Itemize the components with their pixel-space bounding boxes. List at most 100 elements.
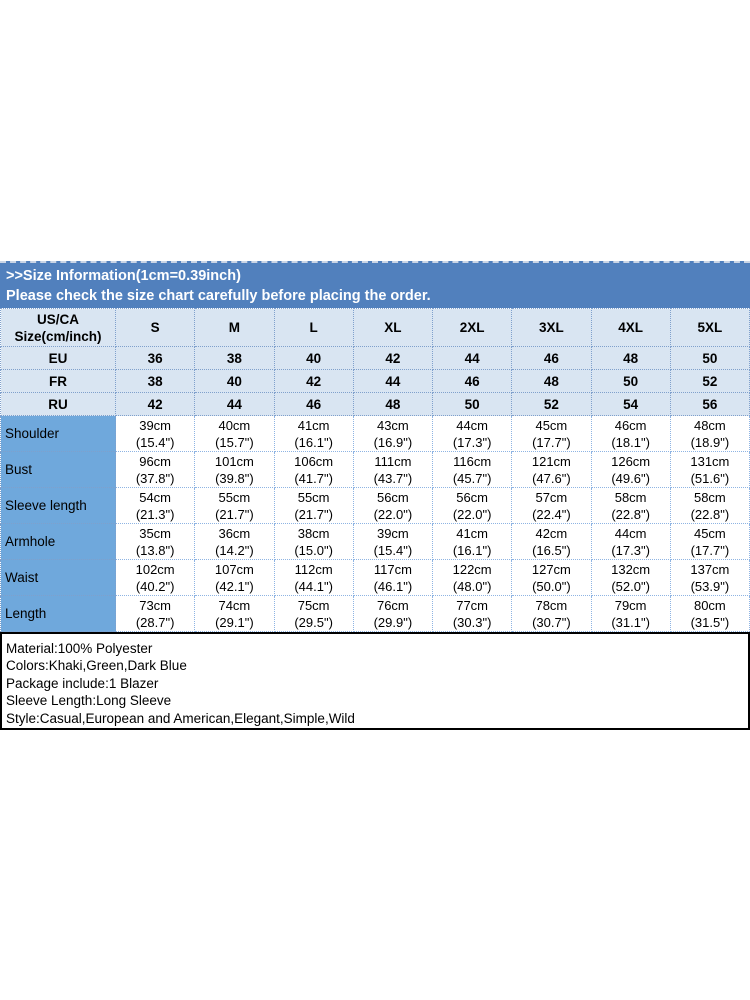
banner-subtitle: Please check the size chart carefully be… [6, 288, 431, 304]
measurement-inch-value: (31.1") [611, 614, 650, 630]
measurement-inch-value: (17.7") [690, 542, 730, 558]
measurement-cm-value: 106cm [294, 453, 334, 469]
measurement-cell: 106cm (41.7") [273, 451, 354, 488]
region-row: RU 42 44 46 48 50 52 54 56 [0, 392, 750, 416]
measurement-inch-value: (16.1") [452, 542, 492, 558]
measurement-cm-value: 77cm [456, 597, 489, 613]
measurement-label: Length [0, 595, 116, 632]
measurement-inch-value: (14.2") [215, 542, 254, 558]
measurement-cm-value: 116cm [453, 453, 492, 469]
region-size-value: 54 [590, 392, 671, 416]
measurement-cm-value: 75cm [297, 597, 330, 613]
measurement-cm-value: 39cm [376, 525, 409, 541]
measurement-label: Shoulder [0, 415, 116, 452]
size-info-banner: >>Size Information(1cm=0.39inch) Please … [0, 261, 750, 308]
corner-header-line2: Size(cm/inch) [14, 328, 102, 344]
measurement-cm-value: 58cm [693, 489, 726, 505]
region-size-value: 50 [669, 346, 750, 370]
size-column-header: XL [352, 308, 434, 347]
measurement-row: Armhole 35cm (13.8") 36cm (14.2") 38cm (15.0")… [0, 523, 750, 560]
region-size-value: 48 [352, 392, 434, 416]
region-size-value: 40 [194, 369, 275, 393]
measurement-inch-value: (30.3") [452, 614, 492, 630]
measurement-inch-value: (47.6") [532, 470, 571, 486]
measurement-inch-value: (44.1") [294, 578, 333, 594]
measurement-row: Length 73cm (28.7") 74cm (29.1") 75cm (29.5") 7… [0, 595, 750, 632]
measurement-cm-value: 39cm [139, 417, 172, 433]
region-size-value: 42 [273, 369, 354, 393]
measurement-cm-value: 57cm [535, 489, 568, 505]
measurement-cell: 42cm (16.5") [511, 523, 592, 560]
measurement-inch-value: (29.9") [373, 614, 413, 630]
measurement-inch-value: (28.7") [135, 614, 175, 630]
corner-header-line1: US/CA [36, 311, 79, 327]
region-label: FR [0, 369, 116, 393]
measurement-inch-value: (21.7") [215, 506, 254, 522]
measurement-cm-value: 43cm [376, 417, 409, 433]
detail-line-sleeve: Sleeve Length:Long Sleeve [6, 693, 172, 709]
measurement-inch-value: (40.2") [135, 578, 175, 594]
measurement-cell: 112cm (44.1") [273, 559, 354, 596]
detail-line-style: Style:Casual,European and American,Elega… [6, 710, 355, 726]
measurement-inch-value: (22.8") [690, 506, 730, 522]
measurement-inch-value: (15.4") [135, 434, 175, 450]
size-table: US/CA Size(cm/inch) S M L XL 2XL 3XL 4XL 5XL EU 36 3… [0, 308, 750, 632]
measurement-inch-value: (50.0") [532, 578, 571, 594]
measurement-cm-value: 44cm [614, 525, 647, 541]
region-size-value: 48 [511, 369, 592, 393]
size-column-header: S [114, 308, 196, 347]
measurement-inch-value: (16.9") [373, 434, 413, 450]
measurement-cell: 38cm (15.0") [273, 523, 354, 560]
size-column-header: 3XL [511, 308, 592, 347]
measurement-cm-value: 126cm [611, 453, 651, 469]
measurement-cell: 80cm (31.5") [669, 595, 750, 632]
measurement-cm-value: 56cm [376, 489, 409, 505]
measurement-inch-value: (17.3") [452, 434, 492, 450]
banner-title: >>Size Information(1cm=0.39inch) [6, 268, 241, 284]
measurement-cm-value: 76cm [376, 597, 409, 613]
measurement-inch-value: (43.7") [373, 470, 413, 486]
measurement-label: Sleeve length [0, 487, 116, 524]
region-size-value: 38 [194, 346, 275, 370]
detail-line-package: Package include:1 Blazer [6, 675, 159, 691]
size-column-header: 5XL [669, 308, 750, 347]
measurement-cell: 48cm (18.9") [669, 415, 750, 452]
measurement-cell: 76cm (29.9") [352, 595, 434, 632]
region-size-value: 38 [114, 369, 196, 393]
measurement-inch-value: (53.9") [690, 578, 730, 594]
measurement-cm-value: 112cm [294, 561, 333, 577]
measurement-cell: 73cm (28.7") [114, 595, 196, 632]
measurement-cm-value: 80cm [693, 597, 726, 613]
measurement-cell: 56cm (22.0") [352, 487, 434, 524]
measurement-cell: 57cm (22.4") [511, 487, 592, 524]
measurement-cm-value: 55cm [218, 489, 251, 505]
measurement-inch-value: (15.4") [373, 542, 413, 558]
measurement-cm-value: 122cm [452, 561, 492, 577]
measurement-cm-value: 41cm [297, 417, 330, 433]
measurement-row: Waist 102cm (40.2") 107cm (42.1") 112cm (44.1"… [0, 559, 750, 596]
measurement-cm-value: 79cm [614, 597, 647, 613]
measurement-inch-value: (17.3") [611, 542, 650, 558]
measurement-cell: 41cm (16.1") [431, 523, 513, 560]
measurement-label: Bust [0, 451, 116, 488]
measurement-cm-value: 45cm [535, 417, 568, 433]
measurement-cm-value: 45cm [693, 525, 726, 541]
measurement-cell: 137cm (53.9") [669, 559, 750, 596]
detail-line-material: Material:100% Polyester [6, 641, 153, 656]
measurement-cell: 44cm (17.3") [431, 415, 513, 452]
measurement-cell: 78cm (30.7") [511, 595, 592, 632]
measurement-cell: 126cm (49.6") [590, 451, 671, 488]
region-label: RU [0, 392, 116, 416]
size-chart-page: >>Size Information(1cm=0.39inch) Please … [0, 261, 750, 730]
measurement-cm-value: 44cm [456, 417, 489, 433]
measurement-cell: 77cm (30.3") [431, 595, 513, 632]
measurement-cell: 43cm (16.9") [352, 415, 434, 452]
measurement-cell: 79cm (31.1") [590, 595, 671, 632]
measurement-inch-value: (49.6") [611, 470, 650, 486]
measurement-cm-value: 55cm [297, 489, 330, 505]
measurement-cm-value: 42cm [535, 525, 568, 541]
measurement-inch-value: (46.1") [373, 578, 413, 594]
region-size-value: 42 [352, 346, 434, 370]
region-size-value: 42 [114, 392, 196, 416]
measurement-inch-value: (22.0") [373, 506, 413, 522]
